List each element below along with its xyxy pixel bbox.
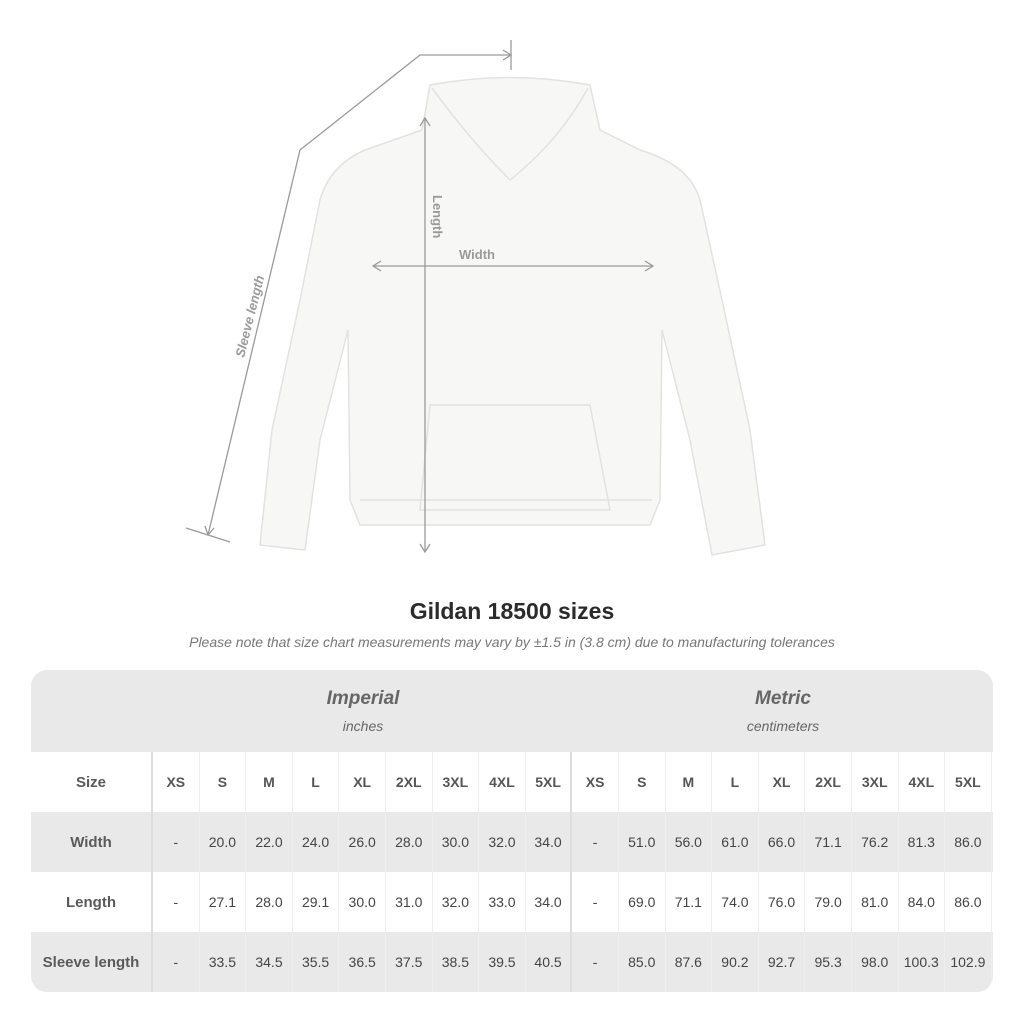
table-row: Sleeve length -33.5 34.5 35.5 36.5 37.5 38.5 39… — [31, 932, 993, 992]
metric-value-cell: 71.1 — [805, 812, 852, 872]
imperial-value-cell: 35.5 — [293, 932, 340, 992]
imperial-value-cell: - — [153, 872, 200, 932]
imperial-header: Imperial inches — [153, 688, 573, 734]
imperial-value-cell: 39.5 — [479, 932, 526, 992]
imperial-value-cell: 30.0 — [339, 872, 386, 932]
size-header-cell: XL — [759, 752, 806, 812]
metric-value-cell: 92.7 — [759, 932, 806, 992]
imperial-value-cell: 32.0 — [433, 872, 480, 932]
metric-value-cell: 69.0 — [619, 872, 666, 932]
metric-value-cell: 86.0 — [945, 812, 992, 872]
size-header-cell: 5XL — [945, 752, 992, 812]
metric-value-cell: 61.0 — [712, 812, 759, 872]
size-header-cell: S — [619, 752, 666, 812]
imperial-value-cell: 22.0 — [246, 812, 293, 872]
imperial-value-cell: 37.5 — [386, 932, 433, 992]
metric-value-cell: 66.0 — [759, 812, 806, 872]
imperial-value-cell: 29.1 — [293, 872, 340, 932]
imperial-value-cell: 34.5 — [246, 932, 293, 992]
metric-header: Metric centimeters — [573, 688, 993, 734]
metric-value-cell: 76.0 — [759, 872, 806, 932]
size-header-cell: S — [200, 752, 247, 812]
imperial-value-cell: 34.0 — [526, 872, 573, 932]
metric-title: Metric — [755, 688, 811, 709]
size-header-cell: XS — [153, 752, 200, 812]
metric-value-cell: 71.1 — [666, 872, 713, 932]
metric-value-cell: 98.0 — [852, 932, 899, 992]
imperial-value-cell: 20.0 — [200, 812, 247, 872]
metric-value-cell: 76.2 — [852, 812, 899, 872]
tolerance-note: Please note that size chart measurements… — [189, 634, 835, 650]
size-header-cell: 3XL — [852, 752, 899, 812]
metric-value-cell: 85.0 — [619, 932, 666, 992]
imperial-value-cell: - — [153, 932, 200, 992]
imperial-unit: inches — [342, 718, 384, 734]
size-header-cell: L — [712, 752, 759, 812]
table-body: Size XS S M L XL 2XL 3XL 4XL 5XL XS S M L XL 2XL 3XL 4XL 5… — [31, 752, 993, 992]
imperial-value-cell: 26.0 — [339, 812, 386, 872]
imperial-value-cell: 28.0 — [386, 812, 433, 872]
size-header-cell: M — [666, 752, 713, 812]
imperial-value-cell: 38.5 — [433, 932, 480, 992]
hoodie-diagram: Length Width Sleeve length — [185, 40, 766, 556]
size-header-cell: 2XL — [386, 752, 433, 812]
metric-value-cell: 51.0 — [619, 812, 666, 872]
size-header-cell: L — [293, 752, 340, 812]
sleeve-length-label: Sleeve length — [232, 274, 267, 359]
imperial-value-cell: 30.0 — [433, 812, 480, 872]
imperial-value-cell: 24.0 — [293, 812, 340, 872]
table-row: Length -27.1 28.0 29.1 30.0 31.0 32.0 33.0 34.0-… — [31, 872, 993, 932]
table-header-row: Size XS S M L XL 2XL 3XL 4XL 5XL XS S M L XL 2XL 3XL 4XL 5… — [31, 752, 993, 812]
size-table: Imperial inches Metric centimeters Size X… — [31, 670, 993, 992]
metric-value-cell: - — [572, 932, 619, 992]
metric-value-cell: 90.2 — [712, 932, 759, 992]
metric-value-cell: 74.0 — [712, 872, 759, 932]
metric-value-cell: 79.0 — [805, 872, 852, 932]
table-row: Width -20.0 22.0 24.0 26.0 28.0 30.0 32.0 34.0-5… — [31, 812, 993, 872]
imperial-value-cell: 27.1 — [200, 872, 247, 932]
size-header-cell: 4XL — [899, 752, 946, 812]
row-label: Width — [31, 812, 153, 872]
size-header-cell: 3XL — [433, 752, 480, 812]
metric-value-cell: 84.0 — [899, 872, 946, 932]
row-label: Sleeve length — [31, 932, 153, 992]
row-label: Length — [31, 872, 153, 932]
metric-value-cell: 87.6 — [666, 932, 713, 992]
size-header-cell: M — [246, 752, 293, 812]
imperial-value-cell: 34.0 — [526, 812, 573, 872]
size-header-cell: 4XL — [479, 752, 526, 812]
imperial-value-cell: 33.0 — [479, 872, 526, 932]
metric-value-cell: 102.9 — [945, 932, 992, 992]
metric-value-cell: - — [572, 872, 619, 932]
metric-value-cell: 81.0 — [852, 872, 899, 932]
metric-value-cell: 56.0 — [666, 812, 713, 872]
units-header: Imperial inches Metric centimeters — [31, 670, 993, 752]
imperial-value-cell: 31.0 — [386, 872, 433, 932]
hoodie-illustration — [259, 76, 766, 556]
imperial-value-cell: 40.5 — [526, 932, 573, 992]
width-label: Width — [459, 247, 495, 262]
metric-value-cell: 86.0 — [945, 872, 992, 932]
measurement-lines — [185, 40, 655, 554]
size-header-cell: 5XL — [526, 752, 573, 812]
size-header: Size — [31, 752, 153, 812]
imperial-value-cell: 28.0 — [246, 872, 293, 932]
page-title: Gildan 18500 sizes — [409, 598, 615, 624]
imperial-value-cell: 33.5 — [200, 932, 247, 992]
imperial-value-cell: 32.0 — [479, 812, 526, 872]
metric-value-cell: - — [572, 812, 619, 872]
metric-value-cell: 95.3 — [805, 932, 852, 992]
imperial-title: Imperial — [326, 688, 400, 709]
metric-value-cell: 81.3 — [899, 812, 946, 872]
size-header-cell: XS — [572, 752, 619, 812]
size-header-cell: XL — [339, 752, 386, 812]
size-header-cell: 2XL — [805, 752, 852, 812]
imperial-value-cell: 36.5 — [339, 932, 386, 992]
imperial-value-cell: - — [153, 812, 200, 872]
metric-unit: centimeters — [746, 718, 820, 734]
length-label: Length — [430, 195, 445, 238]
metric-value-cell: 100.3 — [899, 932, 946, 992]
